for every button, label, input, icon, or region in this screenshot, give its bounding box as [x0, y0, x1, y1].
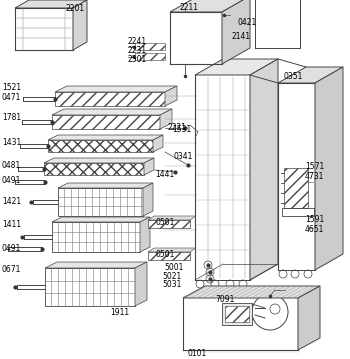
- Polygon shape: [52, 109, 172, 115]
- Polygon shape: [298, 286, 320, 350]
- Polygon shape: [48, 135, 163, 140]
- Bar: [45, 268, 135, 306]
- Text: 1531: 1531: [172, 125, 191, 134]
- Text: 2141: 2141: [232, 32, 251, 41]
- Bar: [52, 115, 160, 129]
- Polygon shape: [195, 59, 278, 75]
- Bar: [58, 188, 143, 216]
- Bar: [48, 140, 153, 152]
- Text: 1591: 1591: [305, 215, 324, 224]
- Polygon shape: [52, 217, 150, 222]
- Text: 0351: 0351: [283, 72, 302, 81]
- Text: 2211: 2211: [179, 3, 198, 12]
- Polygon shape: [183, 286, 320, 298]
- Bar: [282, 208, 314, 216]
- Text: 0101: 0101: [188, 349, 207, 358]
- Bar: [222, 303, 252, 325]
- Bar: [225, 306, 249, 322]
- Text: 2501: 2501: [127, 55, 146, 64]
- Text: 5031: 5031: [162, 280, 181, 289]
- Text: 1431: 1431: [2, 138, 21, 147]
- Text: 2201: 2201: [66, 4, 85, 13]
- Text: 7091: 7091: [215, 295, 235, 304]
- Polygon shape: [160, 109, 172, 129]
- Bar: [44, 163, 144, 175]
- Polygon shape: [140, 217, 150, 252]
- Polygon shape: [222, 0, 250, 64]
- Polygon shape: [73, 0, 87, 50]
- Polygon shape: [58, 183, 153, 188]
- Polygon shape: [148, 216, 196, 220]
- Bar: [52, 222, 140, 252]
- Text: 0671: 0671: [2, 265, 21, 274]
- Polygon shape: [315, 67, 343, 270]
- Text: 1911: 1911: [110, 308, 129, 317]
- Text: 5001: 5001: [164, 263, 183, 272]
- Text: 0421: 0421: [237, 18, 256, 27]
- Polygon shape: [45, 262, 147, 268]
- Text: 4651: 4651: [305, 225, 324, 234]
- Text: 1411: 1411: [2, 220, 21, 229]
- Text: 0481: 0481: [2, 161, 21, 170]
- Polygon shape: [55, 86, 177, 92]
- Polygon shape: [44, 158, 154, 163]
- Bar: [284, 168, 308, 208]
- Text: 0491: 0491: [2, 244, 21, 253]
- Polygon shape: [250, 59, 278, 280]
- Text: 1521: 1521: [2, 83, 21, 92]
- Text: 0471: 0471: [2, 93, 21, 102]
- Polygon shape: [278, 67, 343, 83]
- Text: 2231: 2231: [127, 46, 146, 55]
- Polygon shape: [135, 262, 147, 306]
- Text: 5021: 5021: [162, 272, 181, 281]
- Text: 1571: 1571: [305, 162, 324, 171]
- Bar: [55, 92, 165, 106]
- Text: 0491: 0491: [2, 176, 21, 185]
- Text: 1421: 1421: [2, 197, 21, 206]
- Text: 0501: 0501: [155, 250, 174, 259]
- Polygon shape: [170, 0, 250, 12]
- Text: 1441: 1441: [155, 170, 174, 179]
- Text: 0341: 0341: [174, 152, 193, 161]
- Text: 0501: 0501: [155, 218, 174, 227]
- Polygon shape: [148, 248, 196, 252]
- Polygon shape: [15, 0, 87, 8]
- Polygon shape: [143, 183, 153, 216]
- Text: 2221: 2221: [168, 123, 187, 132]
- Bar: [135, 53, 165, 60]
- Polygon shape: [165, 86, 177, 106]
- Text: 1781: 1781: [2, 113, 21, 122]
- Text: 4731: 4731: [305, 172, 324, 181]
- Polygon shape: [153, 135, 163, 152]
- Text: 2241: 2241: [127, 37, 146, 46]
- Bar: [135, 43, 165, 50]
- Polygon shape: [144, 158, 154, 175]
- Bar: [148, 220, 190, 228]
- Bar: [148, 252, 190, 260]
